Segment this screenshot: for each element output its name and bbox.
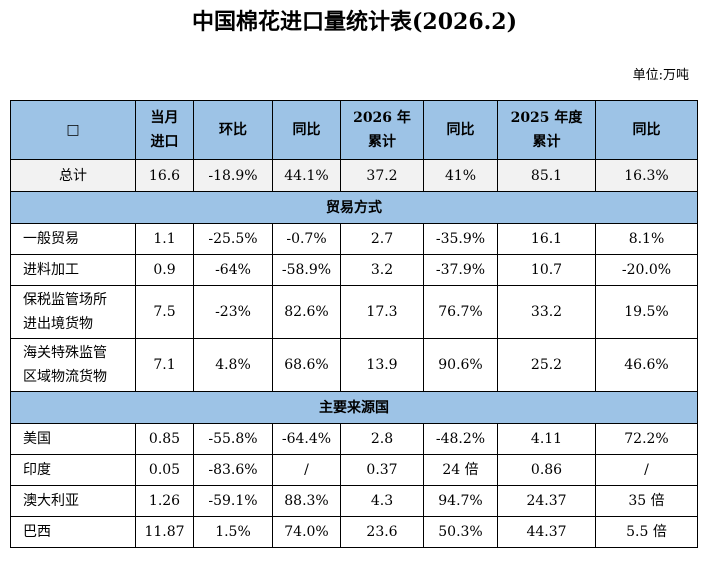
header-cell: 2026 年 累计 (340, 100, 424, 160)
cell-value: 72.2% (595, 423, 698, 455)
cell-value: 11.87 (135, 516, 194, 548)
cell-value: -37.9% (423, 254, 498, 286)
cell-value: 76.7% (423, 285, 498, 339)
cell-value: 0.85 (135, 423, 194, 455)
row-label: 保税监管场所 进出境货物 (10, 285, 136, 339)
header-cell: 环比 (193, 100, 273, 160)
cell-value: 85.1 (497, 159, 596, 192)
cell-value: 8.1% (595, 223, 698, 255)
cell-value: 17.3 (340, 285, 424, 339)
row-label: 印度 (10, 454, 136, 486)
cell-value: -35.9% (423, 223, 498, 255)
cell-value: 88.3% (272, 485, 341, 517)
cell-value: 2.8 (340, 423, 424, 455)
cell-value: 50.3% (423, 516, 498, 548)
unit-note: 单位:万吨 (632, 68, 689, 83)
cell-value: 16.1 (497, 223, 596, 255)
section-title: 贸易方式 (10, 191, 698, 224)
data-row: 美国 0.85 -55.8% -64.4% 2.8 -48.2% 4.11 72.2% (10, 423, 698, 455)
cell-value: 23.6 (340, 516, 424, 548)
data-row: 澳大利亚 1.26 -59.1% 88.3% 4.3 94.7% 24.37 35 倍 (10, 485, 698, 517)
cell-value: 0.37 (340, 454, 424, 486)
cell-value: 2.7 (340, 223, 424, 255)
cell-value: 3.2 (340, 254, 424, 286)
data-row: 一般贸易 1.1 -25.5% -0.7% 2.7 -35.9% 16.1 8.1% (10, 223, 698, 255)
row-label: 进料加工 (10, 254, 136, 286)
header-cell: 同比 (595, 100, 698, 160)
cell-value: 41% (423, 159, 498, 192)
header-row: □ 当月 进口 环比 同比 2026 年 累计 同比 2025 年度 累计 同比 (10, 100, 698, 160)
total-row: 总计 16.6 -18.9% 44.1% 37.2 41% 85.1 16.3% (10, 159, 698, 192)
cell-value: 16.6 (135, 159, 194, 192)
row-label: 总计 (10, 159, 136, 192)
cell-value: 90.6% (423, 338, 498, 392)
data-row: 进料加工 0.9 -64% -58.9% 3.2 -37.9% 10.7 -20.0% (10, 254, 698, 286)
table-body: □ 当月 进口 环比 同比 2026 年 累计 同比 2025 年度 累计 同比 总计 16.6-… (10, 100, 698, 548)
cell-value: 35 倍 (595, 485, 698, 517)
cell-value: 5.5 倍 (595, 516, 698, 548)
cell-value: 16.3% (595, 159, 698, 192)
cell-value: -64.4% (272, 423, 341, 455)
cell-value: 4.3 (340, 485, 424, 517)
section-row: 主要来源国 (10, 391, 698, 424)
cell-value: 94.7% (423, 485, 498, 517)
row-label: 美国 (10, 423, 136, 455)
cell-value: 74.0% (272, 516, 341, 548)
cell-value: 44.1% (272, 159, 341, 192)
cell-value: 82.6% (272, 285, 341, 339)
cell-value: 24 倍 (423, 454, 498, 486)
cell-value: 44.37 (497, 516, 596, 548)
section-row: 贸易方式 (10, 191, 698, 224)
row-label: 一般贸易 (10, 223, 136, 255)
cell-value: 7.5 (135, 285, 194, 339)
cell-value: 68.6% (272, 338, 341, 392)
cell-value: 0.9 (135, 254, 194, 286)
cell-value: -25.5% (193, 223, 273, 255)
row-label: 澳大利亚 (10, 485, 136, 517)
cell-value: 0.05 (135, 454, 194, 486)
row-label: 海关特殊监管 区域物流货物 (10, 338, 136, 392)
cell-value: 10.7 (497, 254, 596, 286)
data-row: 巴西 11.87 1.5% 74.0% 23.6 50.3% 44.37 5.5 倍 (10, 516, 698, 548)
cell-value: 7.1 (135, 338, 194, 392)
data-row: 印度 0.05 -83.6%/0.37 24 倍 0.86/ (10, 454, 698, 486)
cell-value: / (595, 454, 698, 486)
cell-value: 25.2 (497, 338, 596, 392)
cell-value: 24.37 (497, 485, 596, 517)
cell-value: -83.6% (193, 454, 273, 486)
cell-value: 1.1 (135, 223, 194, 255)
cell-value: -0.7% (272, 223, 341, 255)
cell-value: 1.5% (193, 516, 273, 548)
header-cell: 同比 (272, 100, 341, 160)
cell-value: -59.1% (193, 485, 273, 517)
cell-value: -58.9% (272, 254, 341, 286)
section-title: 主要来源国 (10, 391, 698, 424)
cell-value: 4.8% (193, 338, 273, 392)
header-cell: □ (10, 100, 136, 160)
cell-value: -23% (193, 285, 273, 339)
cell-value: 19.5% (595, 285, 698, 339)
cell-value: -48.2% (423, 423, 498, 455)
cell-value: 46.6% (595, 338, 698, 392)
cell-value: 1.26 (135, 485, 194, 517)
cell-value: 33.2 (497, 285, 596, 339)
cell-value: / (272, 454, 341, 486)
cell-value: -20.0% (595, 254, 698, 286)
cell-value: 4.11 (497, 423, 596, 455)
header-cell: 2025 年度 累计 (497, 100, 596, 160)
title: 中国棉花进口量统计表(2026.2) (191, 9, 518, 35)
data-row: 保税监管场所 进出境货物 7.5 -23% 82.6% 17.3 76.7% 33.2 19.… (10, 285, 698, 339)
import-table: □ 当月 进口 环比 同比 2026 年 累计 同比 2025 年度 累计 同比 总计 16.6-… (10, 100, 698, 548)
cell-value: 37.2 (340, 159, 424, 192)
cell-value: -55.8% (193, 423, 273, 455)
data-row: 海关特殊监管 区域物流货物 7.1 4.8% 68.6% 13.9 90.6% 25.2 46… (10, 338, 698, 392)
cell-value: 0.86 (497, 454, 596, 486)
header-cell: 当月 进口 (135, 100, 194, 160)
header-cell: 同比 (423, 100, 498, 160)
cell-value: -18.9% (193, 159, 273, 192)
cell-value: -64% (193, 254, 273, 286)
row-label: 巴西 (10, 516, 136, 548)
cell-value: 13.9 (340, 338, 424, 392)
